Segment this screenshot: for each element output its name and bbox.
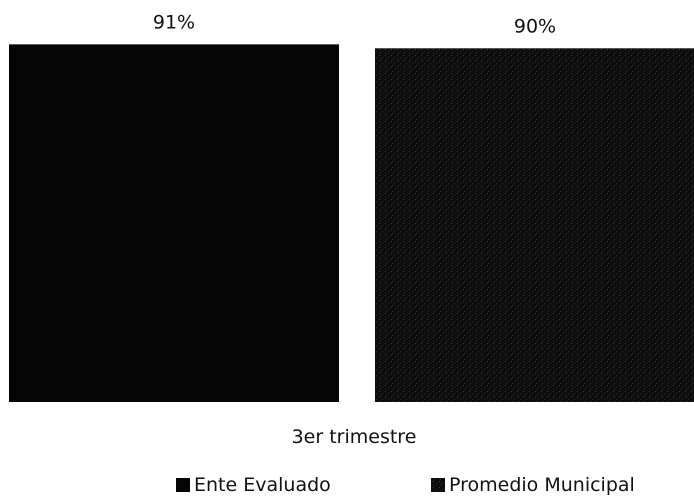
- category-label: 3er trimestre: [292, 426, 417, 448]
- data-label-ente-evaluado: 91%: [153, 11, 195, 33]
- bars-group: [9, 44, 694, 403]
- legend-swatch-promedio-municipal: [431, 478, 445, 492]
- legend-label-ente-evaluado: Ente Evaluado: [194, 474, 331, 496]
- legend: Ente Evaluado Promedio Municipal: [176, 474, 635, 496]
- legend-swatch-ente-evaluado: [176, 478, 190, 492]
- data-label-promedio-municipal: 90%: [514, 15, 556, 37]
- bar-ente-evaluado: [9, 44, 339, 403]
- bar-promedio-municipal: [375, 48, 694, 403]
- legend-label-promedio-municipal: Promedio Municipal: [449, 474, 635, 496]
